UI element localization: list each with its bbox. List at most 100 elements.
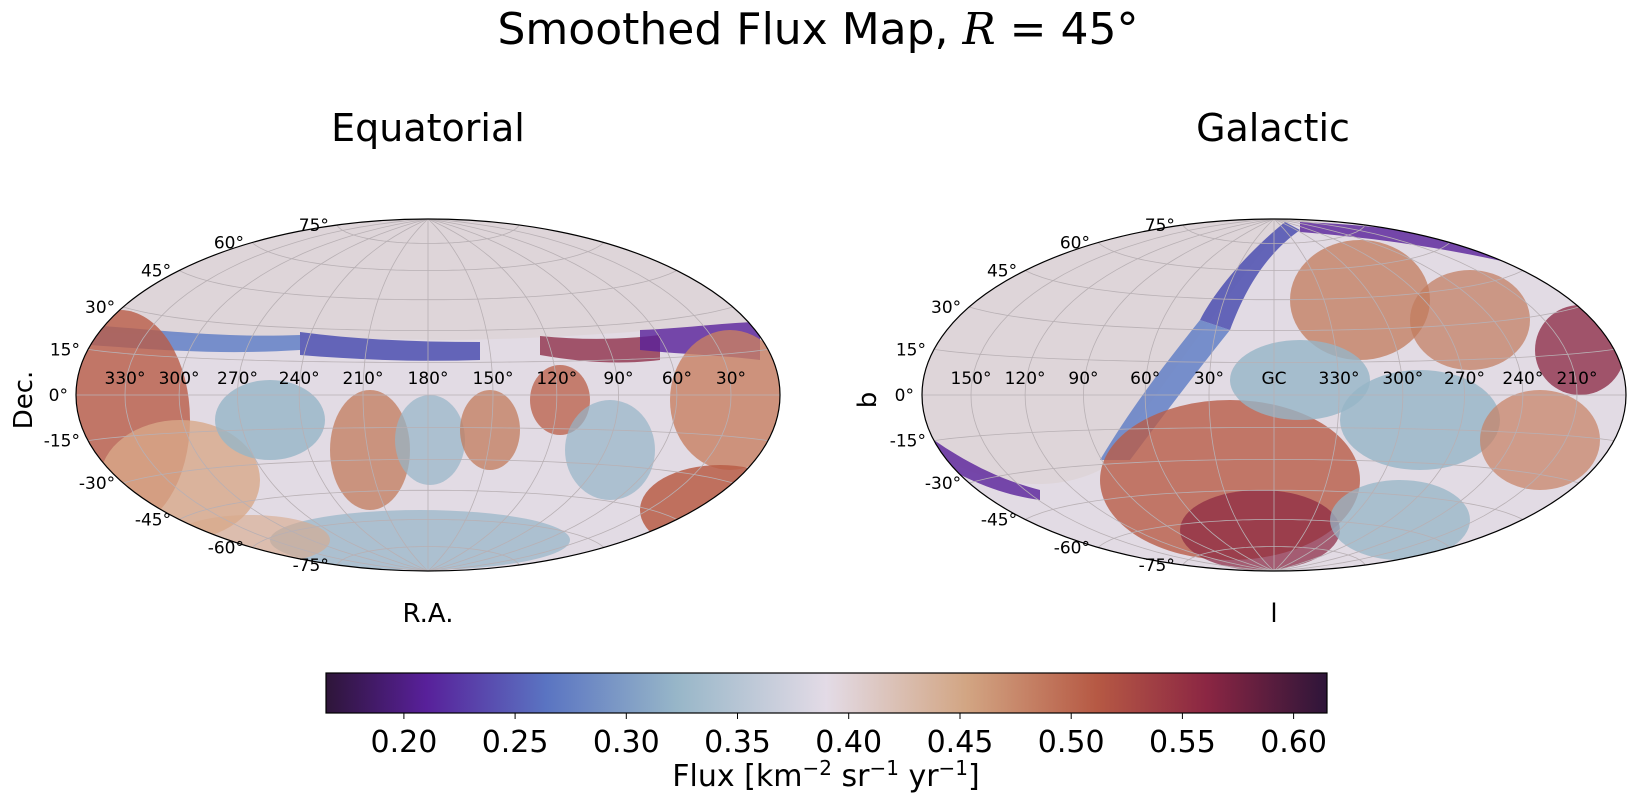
colorbar-tick-label: 0.45 [927,725,994,760]
lat-tick-label: 30° [931,298,961,318]
lon-tick-label: 210° [1557,369,1598,389]
lat-tick-label: -15° [890,432,926,452]
lat-tick-label: -15° [44,432,80,452]
colorbar-label-mid2: yr [899,759,939,794]
lon-tick-label: 60° [662,369,692,389]
parallel-line [178,489,678,520]
lat-tick-label: 15° [896,340,926,360]
galactic-panel-title: Galactic [1196,106,1350,150]
galactic-map-border [921,218,1627,572]
colorbar-label-prefix: Flux [km [672,759,802,794]
gal-blob-red-east [1480,390,1600,490]
lat-tick-label: 75° [1145,216,1175,236]
parallel-line [336,546,520,566]
parallel-line [969,459,1579,484]
colorbar-tick-label: 0.25 [482,725,549,760]
galactic-y-axis-label: b [853,392,883,409]
title-suffix: = 45° [995,4,1139,55]
galactic-flux-field [922,222,1626,571]
lat-tick-label: 30° [85,298,115,318]
parallel-line [969,306,1579,331]
parallel-line [251,519,605,548]
colorbar-label-suffix: ] [968,759,980,794]
colorbar-label-exp3: −1 [939,756,968,780]
colorbar-label-mid1: sr [832,759,870,794]
lat-tick-label: -45° [981,511,1017,531]
lat-tick-label: 15° [50,340,80,360]
equatorial-flux-field [76,310,780,571]
lat-tick-label: 0° [49,386,68,406]
lon-tick-label: 90° [1068,369,1098,389]
equatorial-y-axis-label: Dec. [9,371,39,430]
gal-blob-blue-3 [1330,480,1470,560]
lon-tick-label: 270° [1444,369,1485,389]
title-prefix: Smoothed Flux Map, [497,4,963,55]
lat-tick-label: -45° [135,511,171,531]
colorbar-label-exp1: −2 [802,756,831,780]
lon-tick-label: 90° [603,369,633,389]
lon-tick-label: 150° [473,369,514,389]
parallel-line [1024,270,1524,301]
gal-band-southwest [922,430,1040,500]
lon-tick-label: 210° [343,369,384,389]
galactic-x-axis-label: l [1270,599,1277,629]
equatorial-map: 330° 300° 270° 240° 210° 180° 150° 120° 90° 60° 30… [9,216,781,629]
lat-tick-label: -75° [1139,556,1175,576]
equatorial-ra-tick-labels: 330° 300° 270° 240° 210° 180° 150° 120° 90° 60° 30… [105,369,747,389]
parallel-line [1097,519,1451,548]
lon-tick-label: 120° [536,369,577,389]
lon-tick-label: 180° [408,369,449,389]
eq-blob-east [670,330,780,470]
eq-band-north-3 [540,335,660,363]
parallel-line [87,427,769,441]
lon-tick-label: GC [1261,369,1286,389]
equatorial-x-axis-label: R.A. [403,599,454,629]
parallel-line [1182,224,1366,244]
lon-tick-label: 150° [951,369,992,389]
lon-tick-label: 330° [1319,369,1360,389]
colorbar-label: Flux [km−2 sr−1 yr−1] [672,756,980,794]
eq-blob-blue-1 [215,380,325,460]
equatorial-panel-title: Equatorial [331,106,525,150]
lat-tick-label: 60° [214,234,244,254]
lat-tick-label: -75° [293,556,329,576]
lat-tick-label: -30° [79,474,115,494]
galactic-l-tick-labels: 150° 120° 90° 60° 30° GC 330° 300° 270° 240° 210° [951,369,1598,389]
lat-tick-label: -60° [1054,538,1090,558]
eq-blob-southeast [640,465,780,555]
lat-tick-label: 60° [1060,234,1090,254]
parallel-line [1024,489,1524,520]
gal-blob-north-2 [1410,270,1530,370]
lon-tick-label: 240° [279,369,320,389]
lon-tick-label: 270° [217,369,258,389]
galactic-b-tick-labels: 75° 60° 45° 30° 15° 0° -15° -30° -45° -60° -75° [890,216,1175,576]
eq-blob-red-1 [330,390,410,510]
colorbar-tick-label: 0.35 [704,725,771,760]
lat-tick-label: -60° [208,538,244,558]
parallel-line [1182,546,1366,566]
parallel-line [1097,242,1451,271]
figure-title: Smoothed Flux Map, R = 45° [0,4,1636,55]
equatorial-dec-tick-labels: 75° 60° 45° 30° 15° 0° -15° -30° -45° -60° -75° [44,216,329,576]
colorbar-ticks: 0.20 0.25 0.30 0.35 0.40 0.45 0.50 0.55 0.60 [371,713,1327,760]
colorbar: 0.20 0.25 0.30 0.35 0.40 0.45 0.50 0.55 0.60 Flu… [325,672,1328,794]
lon-tick-label: 120° [1005,369,1046,389]
equatorial-graticule [76,218,780,572]
lon-tick-label: 30° [1194,369,1224,389]
colorbar-tick-label: 0.55 [1149,725,1216,760]
eq-blob-south [270,510,570,570]
parallel-line [933,349,1615,363]
parallel-line [933,427,1615,441]
galactic-graticule [922,218,1626,572]
eq-blob-red-2 [460,390,520,470]
parallel-line [123,306,733,331]
colorbar-tick-label: 0.60 [1260,725,1327,760]
lon-tick-label: 330° [105,369,146,389]
lon-tick-label: 300° [159,369,200,389]
title-variable: R [962,4,996,55]
galactic-map: 150° 120° 90° 60° 30° GC 330° 300° 270° 240° 210° … [853,216,1627,629]
lat-tick-label: 0° [895,386,914,406]
colorbar-tick-label: 0.20 [371,725,438,760]
parallel-line [123,459,733,484]
